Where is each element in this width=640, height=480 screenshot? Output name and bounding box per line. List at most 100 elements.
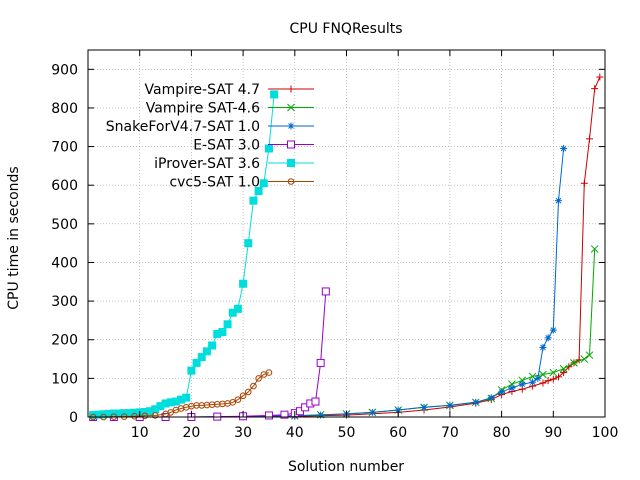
legend: Vampire-SAT 4.7 Vampire SAT-4.6 SnakeForV4… <box>106 82 314 191</box>
x-tick-label: 70 <box>441 425 459 441</box>
data-point <box>287 103 295 112</box>
legend-entry: cvc5-SAT 1.0 <box>169 175 314 191</box>
x-tick-label: 100 <box>592 425 619 441</box>
data-point <box>554 373 562 381</box>
data-point <box>534 374 542 382</box>
data-point <box>287 85 295 93</box>
legend-entry: Vampire-SAT 4.7 <box>145 82 314 98</box>
data-point <box>585 135 593 143</box>
data-point <box>223 320 232 329</box>
data-point <box>270 90 279 99</box>
data-point <box>518 376 527 385</box>
data-point <box>187 366 196 375</box>
data-point <box>265 369 273 376</box>
data-point <box>249 196 258 205</box>
data-point <box>498 388 506 396</box>
legend-entry: iProver-SAT 3.6 <box>154 156 314 172</box>
data-point <box>487 394 495 402</box>
data-point <box>151 412 159 419</box>
data-point <box>580 179 588 187</box>
x-axis-title: Solution number <box>288 459 404 475</box>
data-point <box>321 287 330 296</box>
data-point <box>239 392 247 400</box>
legend-entry: Vampire SAT-4.6 <box>146 101 314 117</box>
legend-label: Vampire SAT-4.6 <box>146 101 260 117</box>
data-point <box>244 388 252 396</box>
data-point <box>208 341 217 350</box>
legend-label: E-SAT 3.0 <box>193 138 260 154</box>
data-point <box>549 326 557 334</box>
data-point <box>250 382 257 390</box>
data-point <box>287 159 295 167</box>
data-point <box>141 412 149 420</box>
data-point <box>539 343 547 351</box>
data-point <box>264 411 273 420</box>
data-point <box>580 355 589 363</box>
data-point <box>192 358 201 367</box>
data-point <box>539 370 547 379</box>
legend-label: cvc5-SAT 1.0 <box>169 175 260 191</box>
x-tick-label: 60 <box>389 425 407 441</box>
data-point <box>446 401 454 409</box>
y-tick-label: 100 <box>51 371 78 387</box>
y-tick-label: 900 <box>51 62 78 78</box>
y-axis-title: CPU time in seconds <box>6 166 22 309</box>
data-point <box>591 85 599 93</box>
data-point <box>254 187 263 196</box>
series-3 <box>89 145 568 421</box>
data-point <box>596 73 604 81</box>
data-point <box>544 377 552 385</box>
data-point <box>239 279 248 288</box>
data-point <box>368 408 376 416</box>
data-point <box>264 144 273 153</box>
data-point <box>182 393 191 402</box>
data-point <box>560 369 568 377</box>
series-line <box>93 148 565 418</box>
data-point <box>229 399 237 406</box>
data-point <box>197 353 206 362</box>
data-point <box>131 412 138 420</box>
data-point <box>420 403 428 411</box>
x-tick-label: 90 <box>544 425 562 441</box>
data-point <box>560 145 568 153</box>
data-point <box>233 304 242 313</box>
data-point <box>287 140 295 149</box>
data-point <box>472 398 480 406</box>
x-tick-label: 30 <box>234 425 252 441</box>
data-point <box>585 351 594 360</box>
data-point <box>287 178 295 185</box>
y-tick-label: 600 <box>51 178 78 194</box>
legend-label: Vampire-SAT 4.7 <box>145 82 261 98</box>
y-axis: 0 100 200 300 400 500 600 700 800 900 <box>51 62 605 426</box>
x-tick-label: 20 <box>182 425 200 441</box>
data-point <box>394 406 402 414</box>
y-tick-label: 400 <box>51 255 78 271</box>
legend-label: SnakeForV4.7-SAT 1.0 <box>106 119 260 135</box>
x-axis: 10 20 30 40 50 60 70 80 90 100 <box>131 50 619 441</box>
legend-entry: E-SAT 3.0 <box>193 138 314 154</box>
data-point <box>554 197 562 205</box>
data-point <box>508 384 516 392</box>
x-tick-label: 10 <box>131 425 149 441</box>
data-point <box>508 380 516 389</box>
series-5 <box>89 90 279 420</box>
data-point <box>590 245 599 253</box>
y-tick-label: 700 <box>51 140 78 156</box>
legend-label: iProver-SAT 3.6 <box>154 156 260 172</box>
data-point <box>544 334 552 342</box>
y-tick-label: 500 <box>51 217 78 233</box>
data-point <box>280 410 289 419</box>
data-point <box>529 378 537 386</box>
x-tick-label: 80 <box>493 425 511 441</box>
data-point <box>518 380 526 388</box>
data-point <box>259 179 268 188</box>
data-point <box>570 359 578 367</box>
legend-entry: SnakeForV4.7-SAT 1.0 <box>106 119 314 135</box>
data-point <box>316 358 325 367</box>
y-tick-label: 0 <box>69 410 78 426</box>
y-tick-label: 300 <box>51 294 78 310</box>
data-point <box>549 375 557 383</box>
y-tick-label: 200 <box>51 333 78 349</box>
series-line <box>93 248 596 418</box>
